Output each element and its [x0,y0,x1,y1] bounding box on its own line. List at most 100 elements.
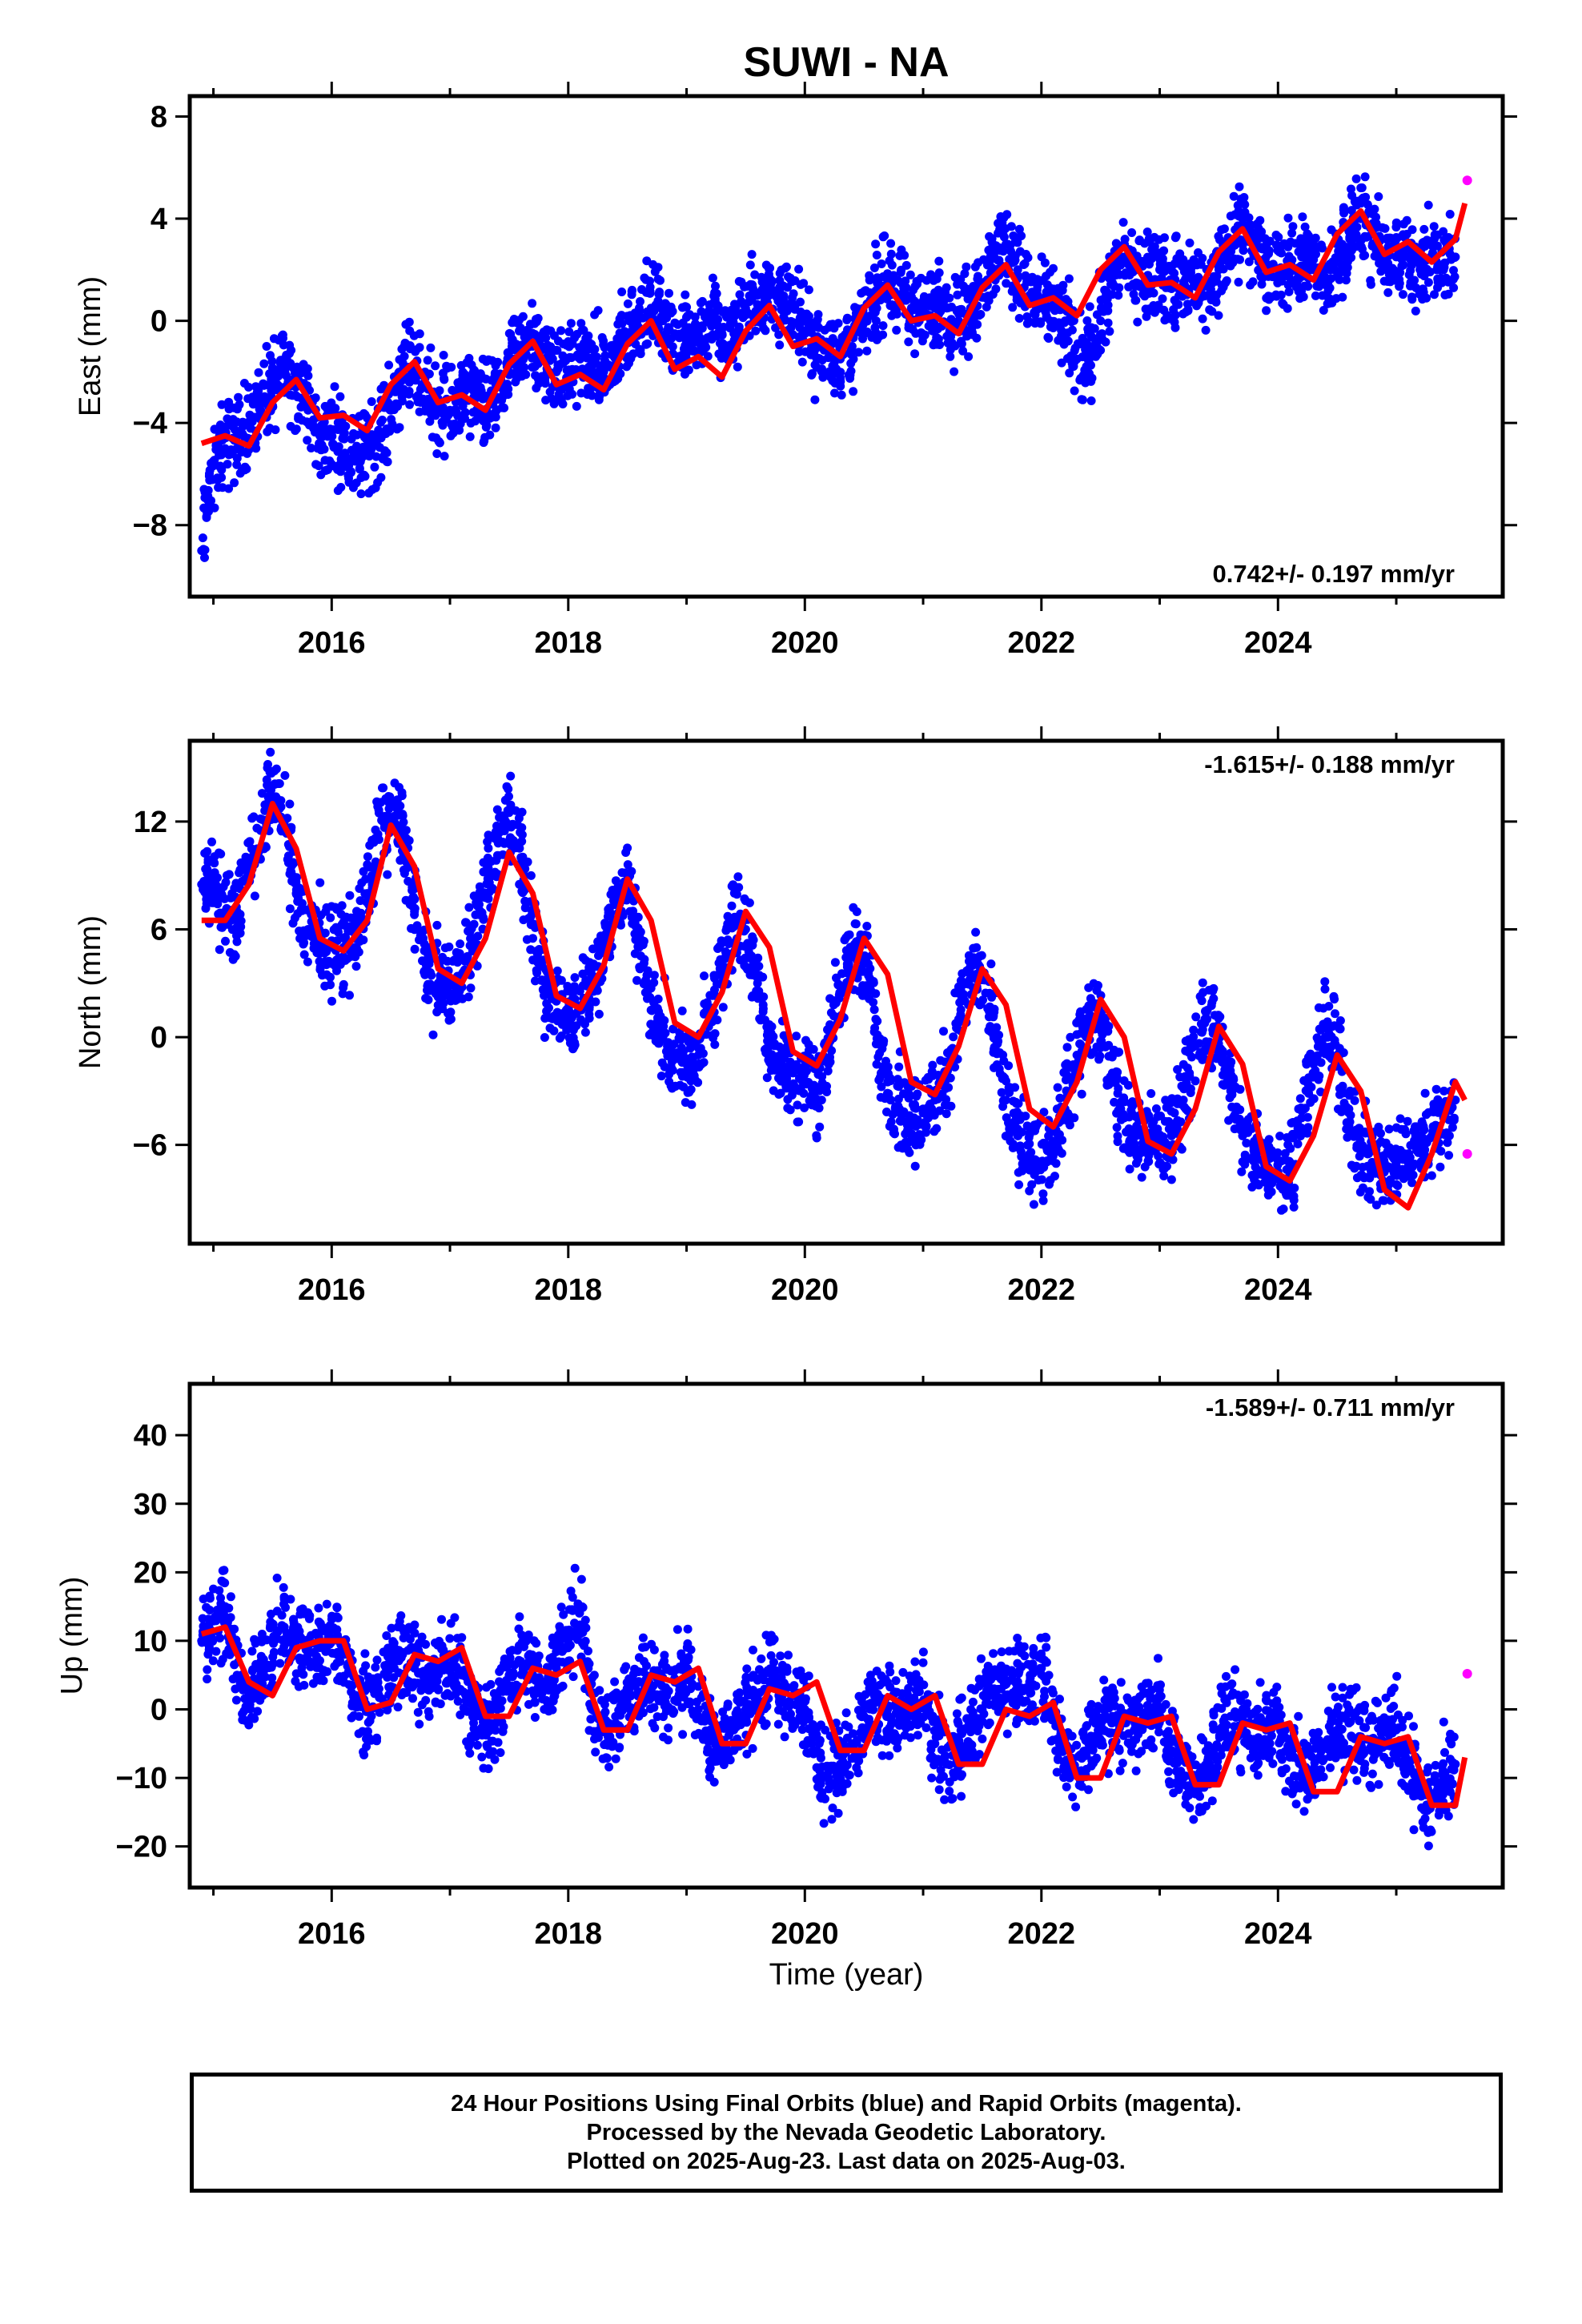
data-point [1419,224,1429,234]
data-point [836,381,845,391]
data-point [671,1082,680,1092]
data-point [1087,373,1097,383]
data-point [729,329,739,339]
data-point [1309,240,1319,250]
data-point [885,301,895,311]
data-point [1063,328,1073,338]
data-point [230,950,239,959]
data-point [758,1000,768,1010]
data-point [198,533,207,543]
data-point [292,363,302,372]
data-point [1300,222,1310,231]
data-point [1380,223,1390,233]
data-point [476,386,485,396]
data-point [390,778,400,788]
data-point [1358,244,1367,254]
data-point [495,813,504,822]
data-point [837,390,846,400]
data-point [315,963,325,972]
data-point [670,318,680,328]
rapid-orbit-point [1462,175,1472,186]
data-point [1368,209,1378,219]
data-point [1316,240,1326,250]
data-point [267,356,277,366]
data-point [244,418,254,428]
y-tick-label: 8 [151,101,167,135]
data-point [517,823,527,832]
data-point [1038,1196,1048,1205]
data-point [817,1096,826,1105]
data-point [565,352,575,362]
data-point [379,822,389,832]
data-point [944,1083,954,1092]
data-point [870,1023,880,1033]
data-point [812,342,821,351]
data-point [1127,228,1137,237]
data-point [234,392,243,402]
data-point [553,336,563,346]
data-point [405,400,415,409]
data-point [870,323,880,332]
data-point [236,444,245,454]
data-point [250,891,259,901]
data-point [833,319,843,328]
data-point [249,812,259,822]
data-point [526,870,536,880]
data-point [224,397,234,407]
data-point [203,846,212,856]
data-point [327,431,336,440]
data-point [1144,234,1154,243]
data-point [819,1084,829,1093]
data-point [1196,259,1206,269]
data-point [959,990,969,999]
data-point [200,887,210,897]
data-point [1422,235,1431,245]
data-point [679,1047,689,1056]
data-point [363,444,372,453]
data-point [893,1075,902,1084]
data-point [860,287,869,296]
data-point [256,405,266,415]
data-point [1283,304,1292,313]
data-point [909,1103,919,1112]
data-point [564,327,574,336]
data-point [223,460,232,469]
data-point [515,326,524,336]
data-point [1441,273,1451,283]
data-point [322,970,331,979]
data-point [351,478,361,488]
data-point [215,420,225,430]
data-point [1004,1061,1014,1071]
data-point [360,472,370,481]
data-point [1018,1166,1027,1176]
data-point [741,310,751,320]
data-point [491,423,500,432]
data-point [374,431,383,440]
data-point [488,884,498,894]
data-point [217,400,227,409]
data-point [426,409,436,419]
data-point [1430,290,1439,300]
data-point [684,365,693,375]
data-point [1303,229,1312,239]
data-point [950,367,959,376]
data-point [990,252,999,262]
data-point [700,971,709,981]
data-point [1144,304,1154,314]
data-point [865,982,874,991]
data-point [1103,318,1113,328]
data-point [199,503,209,513]
data-point [552,367,561,376]
data-point [921,1117,930,1127]
data-point [665,1077,674,1087]
data-point [594,1009,604,1019]
plot-area [197,747,1468,1215]
data-point [287,861,296,870]
data-point [693,1043,703,1053]
data-point [1299,292,1308,302]
data-point [291,424,301,434]
data-point [1046,267,1054,277]
data-point [960,979,969,989]
data-point [830,337,840,347]
